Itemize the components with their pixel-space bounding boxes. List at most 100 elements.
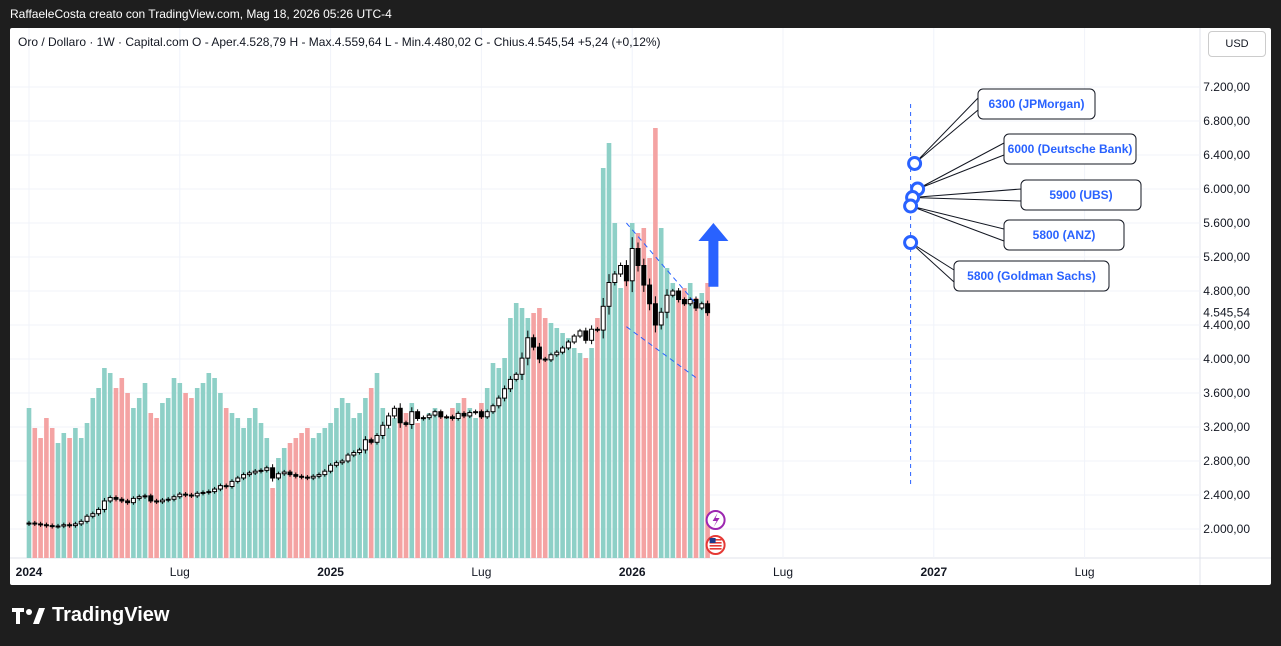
- callout-label: 5800 (ANZ): [1033, 228, 1096, 242]
- volume-bar: [357, 413, 362, 558]
- candle-body: [612, 273, 618, 283]
- price-tick-label: 2.400,00: [1203, 488, 1250, 502]
- volume-bar: [658, 228, 664, 558]
- volume-bar: [421, 418, 426, 558]
- volume-bar: [67, 438, 72, 558]
- volume-bar: [177, 383, 183, 558]
- candle-body: [565, 341, 571, 349]
- volume-bar: [374, 373, 380, 558]
- volume-bar: [525, 318, 531, 558]
- volume-bar: [96, 388, 101, 558]
- volume-bar: [55, 443, 61, 558]
- footer-brand: TradingView: [52, 604, 170, 626]
- candle-body: [119, 498, 125, 502]
- callout-box: [1003, 133, 1137, 165]
- volume-bar: [490, 363, 496, 558]
- candle-body: [618, 265, 624, 275]
- candle-body: [270, 467, 276, 479]
- candle-body: [275, 473, 281, 479]
- callout-box: [1020, 179, 1142, 211]
- volume-bar: [455, 403, 461, 558]
- volume-bar: [102, 368, 107, 558]
- candle-body: [380, 424, 386, 436]
- callout-label: 6000 (Deutsche Bank): [1008, 142, 1133, 156]
- volume-bar: [676, 298, 681, 558]
- volume-bar: [595, 318, 600, 558]
- candle-body: [125, 500, 131, 504]
- candle-body: [38, 523, 44, 526]
- candle-body: [606, 282, 612, 307]
- volume-bar: [107, 373, 113, 558]
- candle-body: [525, 337, 531, 359]
- candle-body: [212, 488, 218, 493]
- candle-body: [339, 460, 345, 464]
- candle-body: [664, 294, 670, 313]
- candle-body: [223, 485, 229, 488]
- volume-bar: [316, 433, 322, 558]
- time-tick-label: Lug: [170, 565, 190, 579]
- candle-body: [287, 471, 293, 476]
- volume-bar: [247, 418, 252, 558]
- candle-body: [316, 474, 322, 477]
- candle-body: [368, 439, 374, 443]
- candle-body: [705, 303, 711, 314]
- candle-body: [165, 498, 171, 501]
- candle-body: [113, 497, 119, 500]
- candle-body: [304, 476, 310, 479]
- price-axis: 2.000,00 2.400,00 2.800,00 3.200,00 3.600,00…: [1203, 80, 1250, 536]
- price-chart[interactable]: 6300 (JPMorgan) 6000 (Deutsche Bank) 5900 …: [10, 28, 1271, 585]
- volume-bar: [392, 418, 397, 558]
- volume-bar: [258, 423, 264, 558]
- volume-bar: [281, 448, 287, 558]
- candle-body: [351, 452, 357, 456]
- candle-body: [345, 454, 351, 462]
- currency-button[interactable]: USD: [1208, 31, 1266, 57]
- callout-box: [953, 260, 1110, 292]
- volume-bar: [61, 433, 67, 558]
- volume-bar: [693, 298, 699, 558]
- volume-bar: [496, 368, 502, 558]
- candle-body: [583, 330, 589, 341]
- candle-body: [641, 265, 647, 286]
- time-tick-label: Lug: [1075, 565, 1095, 579]
- candle-body: [531, 337, 537, 348]
- candle-body: [647, 284, 653, 305]
- candle-body: [699, 303, 705, 309]
- volume-bar: [386, 428, 391, 558]
- volume-bar: [368, 388, 374, 558]
- volume-bar: [624, 278, 629, 558]
- price-tick-label: 2.800,00: [1203, 454, 1250, 468]
- candle-body: [333, 462, 339, 466]
- candle-body: [200, 491, 206, 494]
- candle-body: [536, 346, 542, 360]
- candle-body: [676, 290, 682, 300]
- price-tick-label: 5.600,00: [1203, 216, 1250, 230]
- candle-body: [194, 492, 200, 497]
- candle-body: [391, 407, 397, 417]
- candle-body: [455, 412, 461, 419]
- candle-body: [246, 472, 252, 476]
- candle-body: [658, 311, 664, 326]
- candle-body: [548, 354, 554, 361]
- candle-body: [310, 475, 316, 479]
- candle-body: [502, 388, 508, 399]
- volume-bar: [612, 223, 618, 558]
- volume-bar: [432, 408, 438, 558]
- volume-bar: [334, 408, 339, 558]
- volume-bar: [409, 403, 415, 558]
- annotations: 6300 (JPMorgan) 6000 (Deutsche Bank) 5900 …: [626, 88, 1142, 555]
- candle-body: [96, 508, 102, 515]
- volume-bars: [26, 128, 710, 558]
- volume-bar: [600, 168, 606, 558]
- candle-body: [403, 422, 409, 425]
- candle-body: [72, 523, 78, 527]
- candle-body: [26, 522, 32, 525]
- candles: [26, 237, 711, 529]
- price-tick-label: 6.400,00: [1203, 148, 1250, 162]
- volume-bar: [629, 223, 635, 558]
- callout-pointer: [914, 96, 979, 164]
- candle-body: [177, 493, 183, 498]
- volume-bar: [397, 408, 403, 558]
- target-marker: [907, 156, 923, 171]
- candle-body: [78, 520, 84, 525]
